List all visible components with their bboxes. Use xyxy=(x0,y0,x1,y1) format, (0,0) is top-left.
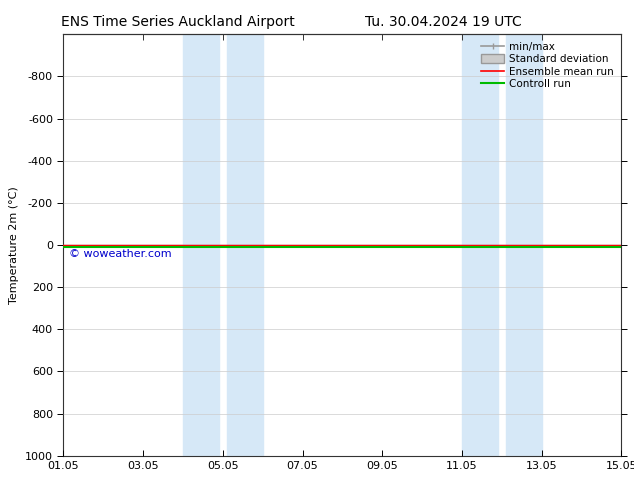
Bar xyxy=(506,34,541,456)
Text: © woweather.com: © woweather.com xyxy=(69,249,172,259)
Bar xyxy=(227,34,262,456)
Y-axis label: Temperature 2m (°C): Temperature 2m (°C) xyxy=(10,186,20,304)
Bar xyxy=(183,34,219,456)
Bar xyxy=(462,34,498,456)
Text: Tu. 30.04.2024 19 UTC: Tu. 30.04.2024 19 UTC xyxy=(365,15,522,29)
Legend: min/max, Standard deviation, Ensemble mean run, Controll run: min/max, Standard deviation, Ensemble me… xyxy=(479,40,616,92)
Text: ENS Time Series Auckland Airport: ENS Time Series Auckland Airport xyxy=(61,15,294,29)
